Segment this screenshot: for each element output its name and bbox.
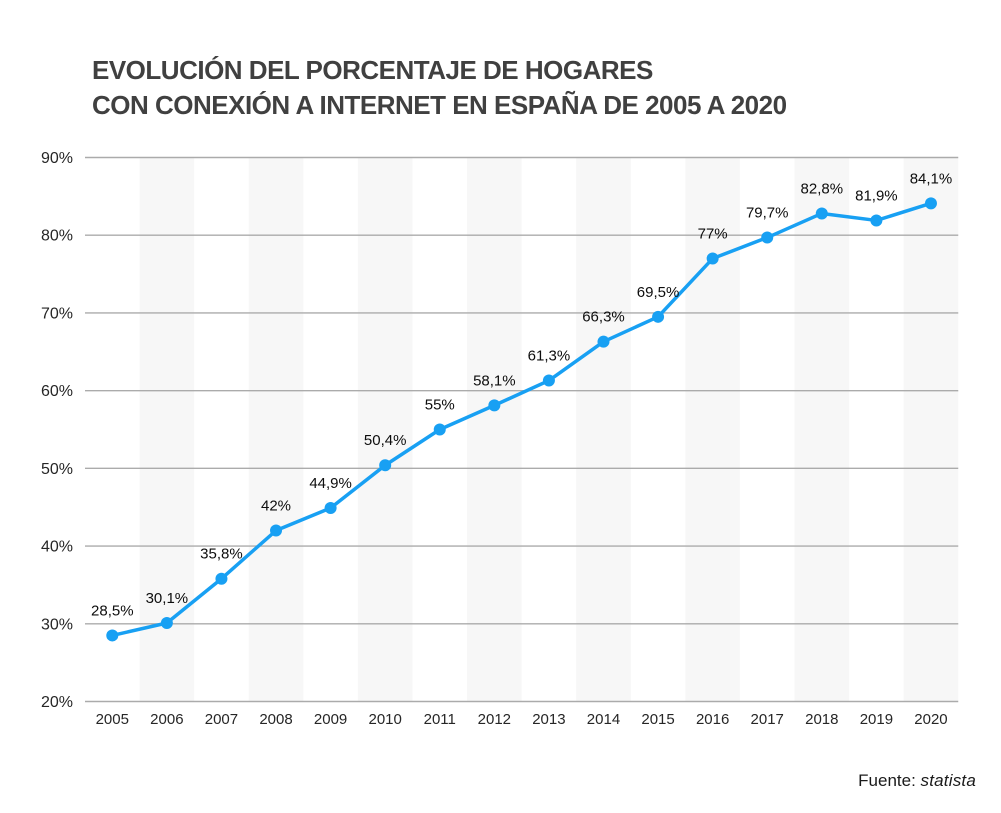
- data-point-label: 79,7%: [746, 205, 789, 222]
- data-point: [815, 207, 828, 220]
- data-point-label: 50,4%: [364, 432, 407, 449]
- x-tick-label: 2014: [587, 711, 620, 728]
- data-point: [160, 617, 173, 630]
- series-line: [110, 201, 933, 638]
- data-point: [215, 572, 228, 585]
- data-point: [761, 231, 774, 244]
- source-attribution: Fuente: statista: [858, 771, 976, 791]
- x-tick-label: 2015: [641, 711, 674, 728]
- x-tick-label: 2007: [205, 711, 238, 728]
- data-point: [652, 310, 665, 323]
- data-point-label: 44,9%: [309, 475, 352, 492]
- column-stripe: [903, 157, 959, 702]
- page-title-line-1: EVOLUCIÓN DEL PORCENTAJE DE HOGARES: [92, 55, 653, 85]
- data-point-label: 81,9%: [855, 187, 898, 204]
- x-tick-label: 2012: [478, 711, 511, 728]
- page-title: EVOLUCIÓN DEL PORCENTAJE DE HOGARES CON …: [92, 53, 787, 123]
- statista-logo: statista: [920, 771, 976, 790]
- data-point: [433, 423, 446, 436]
- data-point: [379, 459, 392, 472]
- y-tick-label: 50%: [41, 461, 73, 478]
- x-tick-label: 2017: [751, 711, 784, 728]
- column-stripe: [467, 157, 522, 702]
- data-point-label: 55%: [425, 397, 455, 414]
- data-point-label: 69,5%: [637, 284, 680, 301]
- data-point-label: 35,8%: [200, 546, 243, 563]
- x-tick-label: 2011: [424, 711, 456, 728]
- data-point: [488, 399, 501, 412]
- data-point: [706, 252, 719, 265]
- column-stripe: [248, 157, 304, 702]
- data-point-label: 61,3%: [528, 348, 571, 365]
- page-title-line-2: CON CONEXIÓN A INTERNET EN ESPAÑA DE 200…: [92, 90, 787, 120]
- column-stripe: [794, 157, 850, 702]
- column-stripe: [576, 157, 631, 702]
- y-tick-label: 20%: [41, 694, 73, 711]
- y-tick-label: 80%: [41, 228, 73, 245]
- x-tick-label: 2016: [696, 711, 729, 728]
- y-tick-label: 30%: [41, 616, 73, 633]
- data-point: [106, 629, 119, 642]
- data-point: [870, 214, 883, 227]
- data-point-label: 28,5%: [91, 602, 134, 619]
- data-point-label: 30,1%: [146, 590, 189, 607]
- data-point: [270, 524, 283, 537]
- data-point-label: 84,1%: [910, 170, 953, 187]
- column-stripe: [139, 157, 195, 702]
- source-prefix: Fuente:: [858, 771, 921, 790]
- column-stripe: [357, 157, 413, 702]
- x-tick-label: 2010: [368, 711, 401, 728]
- y-tick-label: 60%: [41, 383, 73, 400]
- data-point: [597, 335, 610, 348]
- x-tick-label: 2018: [805, 711, 838, 728]
- x-tick-label: 2019: [860, 711, 893, 728]
- x-tick-label: 2008: [259, 711, 292, 728]
- data-point-label: 58,1%: [473, 372, 516, 389]
- x-tick-label: 2006: [150, 711, 183, 728]
- x-tick-label: 2009: [314, 711, 347, 728]
- column-stripe: [685, 157, 740, 702]
- y-tick-label: 90%: [41, 150, 73, 167]
- data-point-label: 66,3%: [582, 309, 625, 326]
- x-tick-label: 2020: [914, 711, 947, 728]
- internet-households-line-chart: 90% 80% 70% 60% 50% 40% 30% 20% 2005 2006 2007 2008…: [41, 150, 959, 728]
- data-point-label: 82,8%: [801, 180, 844, 197]
- x-tick-label: 2013: [532, 711, 565, 728]
- data-point-label: 42%: [261, 498, 291, 515]
- y-tick-label: 70%: [41, 305, 73, 322]
- x-tick-label: 2005: [96, 711, 129, 728]
- y-tick-label: 40%: [41, 539, 73, 556]
- data-point-label: 77%: [698, 226, 728, 243]
- data-point: [542, 374, 555, 387]
- data-point: [324, 501, 337, 514]
- data-point: [924, 197, 937, 210]
